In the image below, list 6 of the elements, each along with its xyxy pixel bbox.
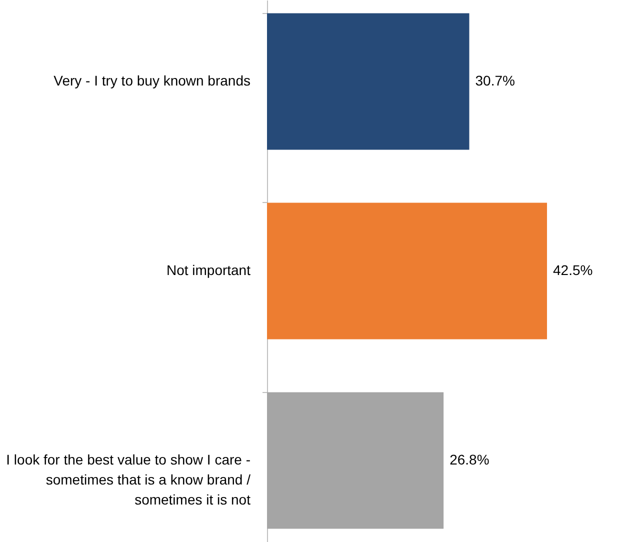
- data-label: 30.7%: [475, 72, 515, 88]
- y-tick-label: Very - I try to buy known brands: [54, 72, 250, 88]
- data-label: 42.5%: [553, 262, 593, 278]
- data-label: 26.8%: [450, 452, 490, 468]
- y-tick-label: Not important: [166, 262, 251, 278]
- y-tick-label: I look for the best value to show I care - sometimes that is a know brand / sometimes it is not: [6, 452, 251, 508]
